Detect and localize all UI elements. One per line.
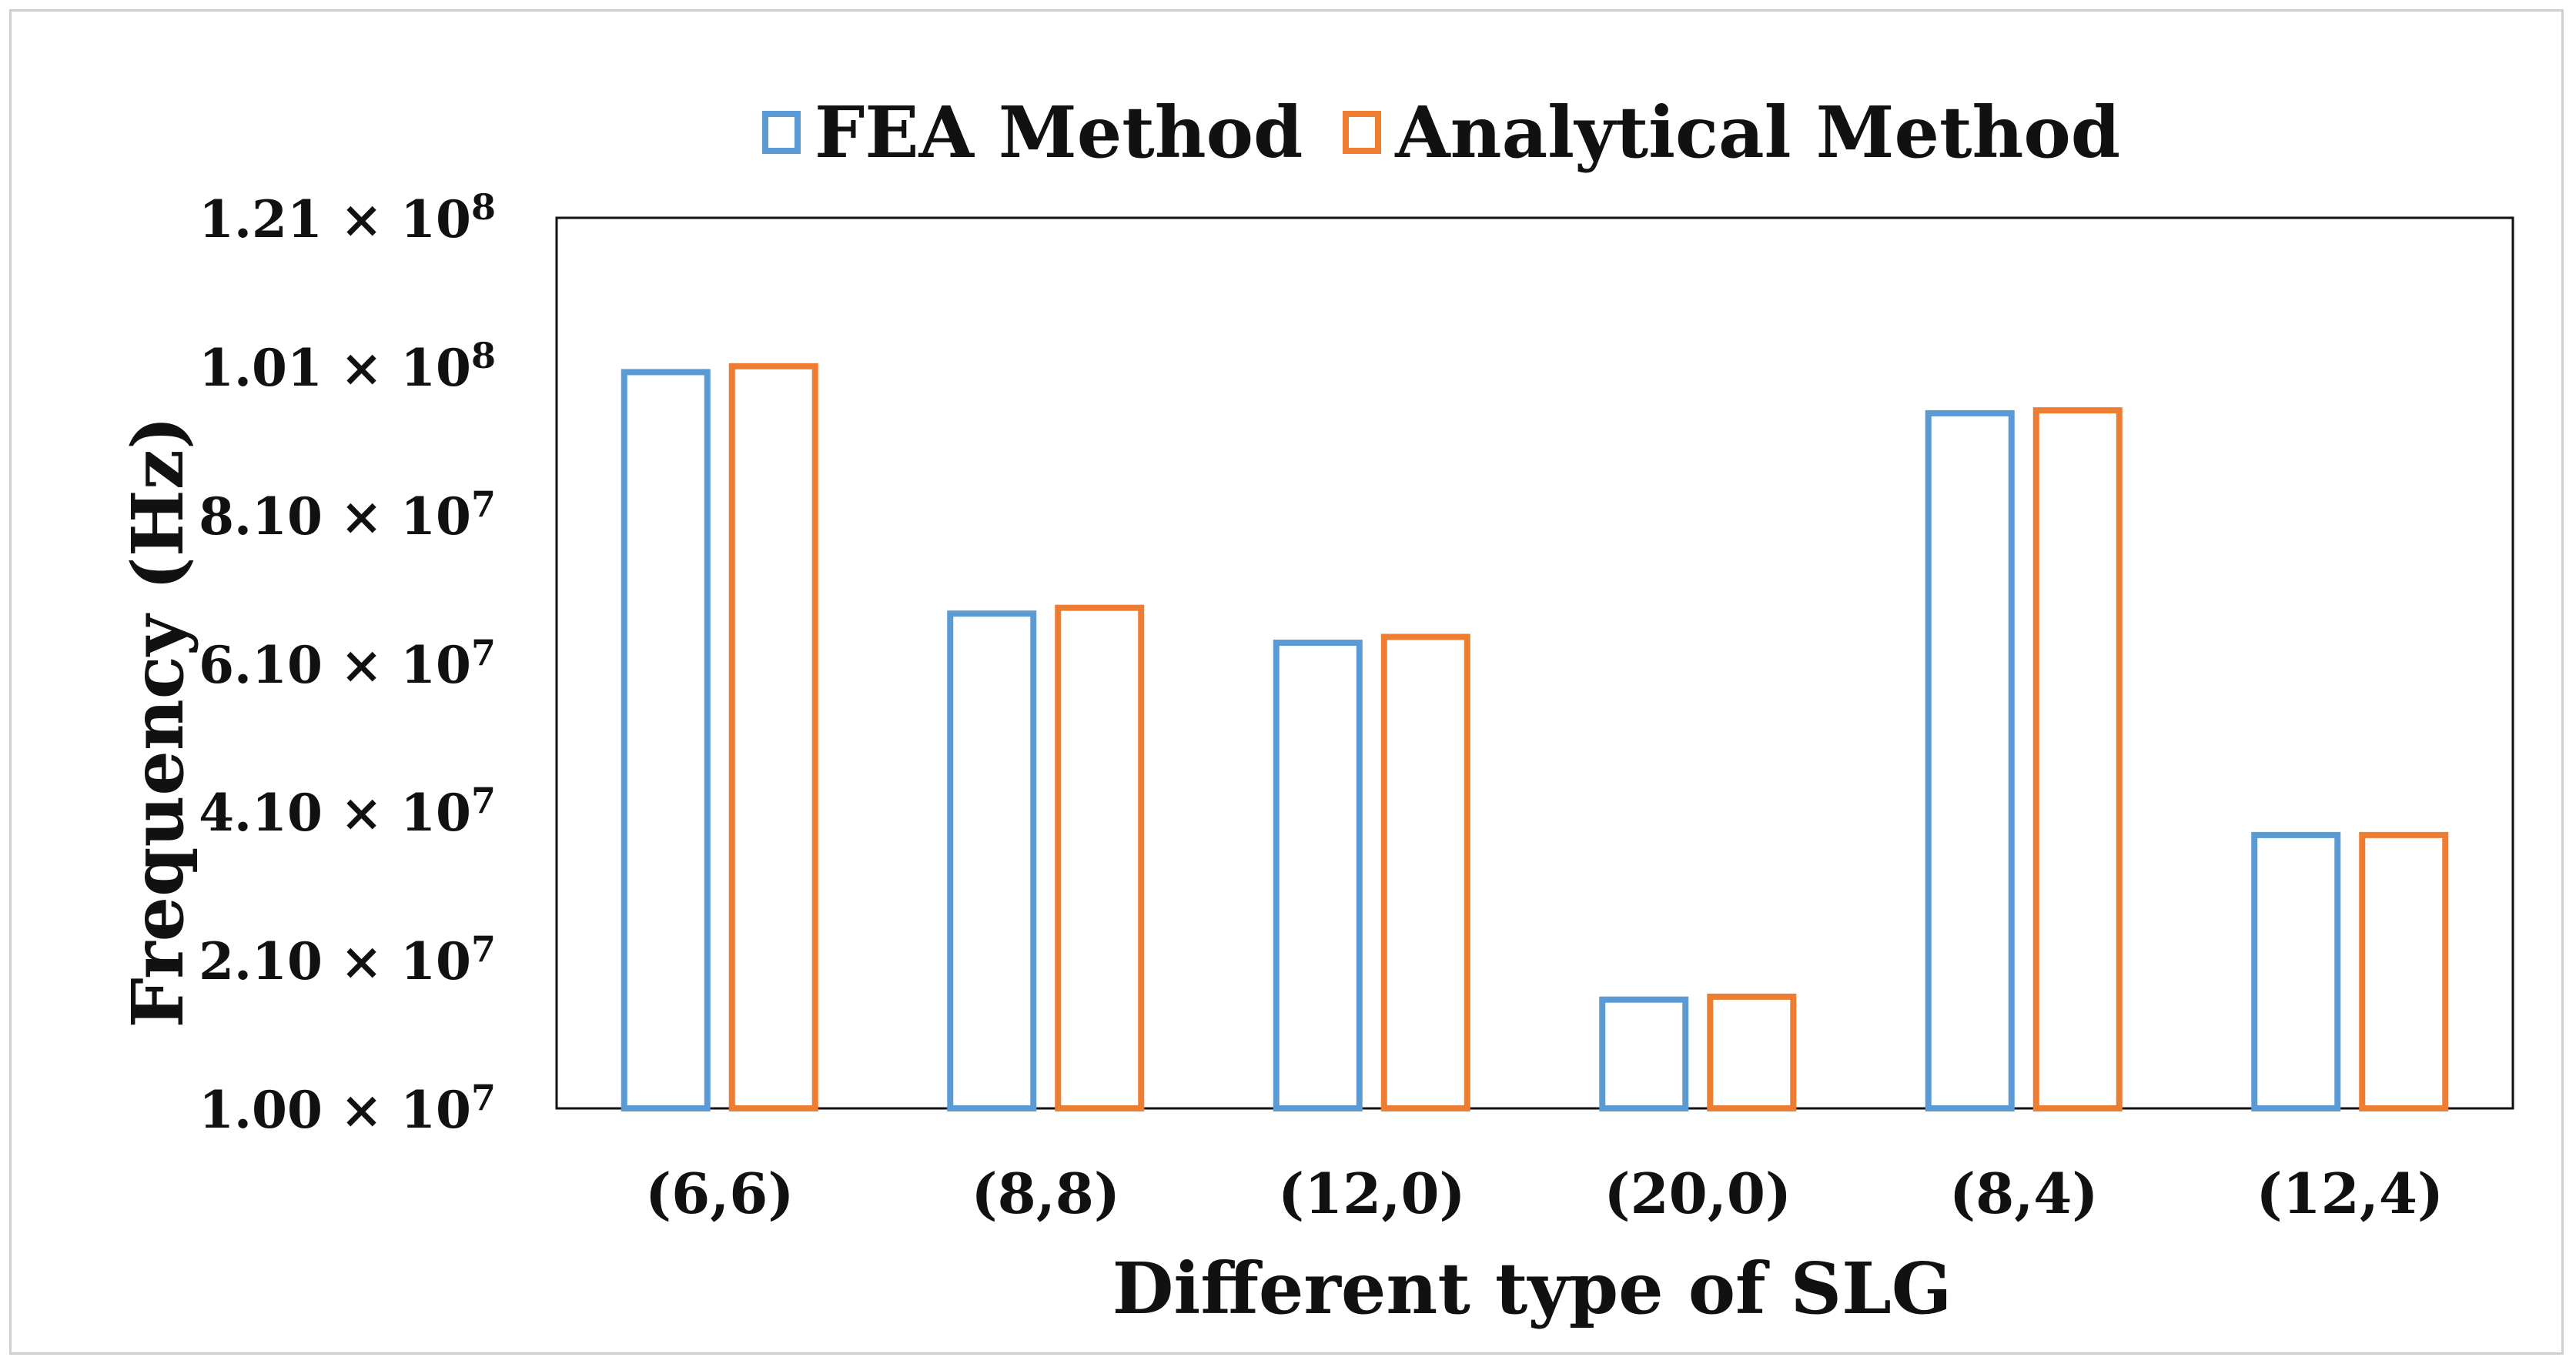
y-tick-mantissa: 1.01 × 10: [199, 337, 471, 398]
y-tick-mantissa: 6.10 × 10: [199, 634, 471, 695]
x-axis-label: Different type of SLG: [1112, 1247, 1952, 1330]
bar-analytical-3: [1707, 993, 1797, 1112]
x-tick-label: (6,6): [645, 1161, 795, 1226]
y-tick-label: 1.01 × 108: [199, 335, 496, 398]
y-tick-exponent: 7: [470, 1077, 496, 1118]
x-tick-label: (12,4): [2256, 1161, 2444, 1226]
bar-analytical-1: [1055, 604, 1145, 1111]
y-tick-label: 1.00 × 107: [199, 1077, 496, 1140]
y-tick-mantissa: 1.00 × 10: [199, 1080, 471, 1140]
y-tick-label: 1.21 × 108: [199, 186, 496, 249]
y-tick-mantissa: 2.10 × 10: [199, 931, 471, 992]
y-tick-exponent: 7: [470, 928, 496, 971]
bar-analytical-5: [2359, 831, 2449, 1112]
bar-fea-0: [621, 369, 711, 1112]
bar-analytical-2: [1380, 633, 1470, 1111]
y-tick-exponent: 7: [470, 483, 496, 525]
legend: FEA Method Analytical Method: [762, 91, 2160, 174]
legend-item-analytical: Analytical Method: [1343, 91, 2120, 174]
y-tick-exponent: 8: [470, 186, 496, 228]
y-tick-mantissa: 4.10 × 10: [199, 783, 471, 844]
x-tick-label: (8,4): [1949, 1161, 2099, 1226]
bar-analytical-0: [728, 363, 818, 1112]
bar-fea-4: [1925, 409, 2015, 1111]
bar-fea-2: [1273, 640, 1363, 1111]
y-tick-label: 6.10 × 107: [199, 632, 496, 695]
bar-fea-3: [1599, 996, 1689, 1112]
y-tick-label: 8.10 × 107: [199, 483, 496, 546]
y-tick-exponent: 7: [470, 631, 496, 673]
x-tick-label: (12,0): [1278, 1161, 1466, 1226]
legend-item-fea: FEA Method: [762, 91, 1303, 174]
legend-swatch-fea: [762, 111, 801, 154]
y-tick-label: 4.10 × 107: [199, 780, 496, 843]
legend-label-fea: FEA Method: [815, 91, 1303, 174]
x-tick-label: (8,8): [971, 1161, 1120, 1226]
y-tick-label: 2.10 × 107: [199, 928, 496, 991]
plot-area: [555, 216, 2514, 1110]
bar-fea-5: [2251, 831, 2341, 1112]
bar-analytical-4: [2032, 407, 2123, 1111]
y-tick-exponent: 8: [470, 334, 496, 376]
y-axis-label: Frequency (Hz): [116, 416, 199, 1028]
bars-group: [621, 363, 2449, 1112]
y-tick-mantissa: 1.21 × 10: [199, 189, 471, 249]
legend-label-analytical: Analytical Method: [1395, 91, 2121, 174]
legend-swatch-analytical: [1343, 111, 1382, 154]
y-tick-mantissa: 8.10 × 10: [199, 486, 471, 546]
bar-fea-1: [947, 610, 1037, 1111]
y-tick-exponent: 7: [470, 780, 496, 822]
x-tick-label: (20,0): [1604, 1161, 1792, 1226]
